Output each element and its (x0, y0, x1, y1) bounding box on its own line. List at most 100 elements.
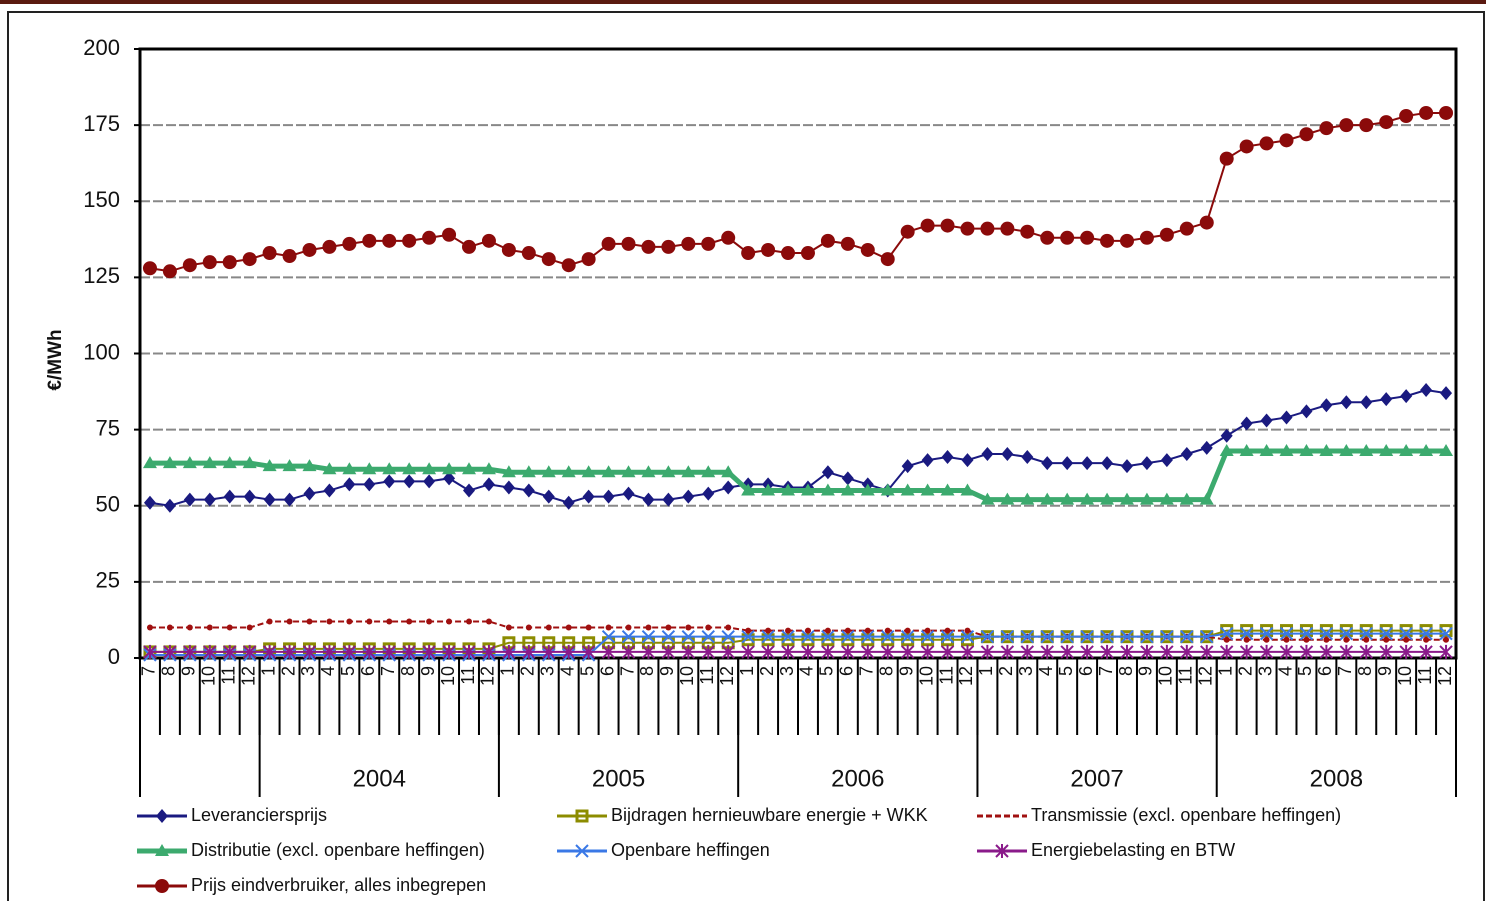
marker (781, 633, 795, 647)
x-tick-label: 3 (538, 666, 558, 676)
marker (1399, 443, 1414, 456)
marker (562, 495, 575, 510)
marker (1000, 492, 1015, 505)
marker (1040, 230, 1055, 245)
marker (446, 618, 453, 625)
marker (641, 629, 656, 644)
x-tick-label: 6 (1315, 666, 1335, 676)
marker (262, 246, 277, 261)
marker (541, 465, 556, 478)
year-label: 2008 (1310, 765, 1363, 792)
marker (901, 633, 915, 647)
marker (1419, 644, 1433, 659)
legend-label: Prijs eindverbruiker, alles inbegrepen (191, 875, 486, 895)
marker (242, 644, 257, 659)
marker (1140, 456, 1153, 471)
marker (505, 624, 512, 631)
marker (621, 236, 636, 251)
marker (422, 644, 436, 659)
x-tick-label: 5 (817, 666, 837, 676)
marker (242, 252, 257, 267)
marker (521, 465, 536, 478)
marker (203, 492, 216, 507)
x-tick-label: 10 (1395, 666, 1415, 686)
marker (1120, 629, 1134, 644)
marker (322, 462, 337, 475)
marker (725, 624, 732, 631)
x-tick-label: 11 (697, 666, 717, 685)
marker (622, 486, 635, 501)
marker (163, 644, 177, 659)
x-tick-label: 7 (857, 666, 877, 676)
marker (362, 462, 377, 475)
marker (1263, 636, 1270, 643)
marker (1220, 428, 1233, 443)
y-tick-label: 125 (83, 263, 120, 288)
x-tick-label: 12 (956, 666, 976, 686)
marker (1243, 636, 1250, 643)
marker (884, 627, 891, 634)
marker (960, 629, 975, 644)
marker (1060, 492, 1075, 505)
x-tick-label: 9 (418, 666, 438, 676)
marker (601, 236, 616, 251)
marker (801, 633, 815, 647)
marker (821, 633, 835, 647)
x-tick-label: 2 (996, 666, 1016, 676)
marker (346, 618, 353, 625)
marker (323, 483, 336, 498)
marker (156, 809, 168, 823)
marker (621, 629, 636, 644)
marker (1259, 136, 1274, 151)
marker (481, 462, 496, 475)
marker (821, 644, 835, 659)
marker (860, 242, 875, 257)
x-tick-label: 9 (657, 666, 677, 676)
marker (183, 492, 196, 507)
marker (166, 624, 173, 631)
marker (880, 483, 895, 496)
marker (582, 489, 595, 504)
frame (7, 11, 1485, 906)
marker (1319, 624, 1333, 638)
marker (681, 629, 696, 644)
x-tick-label: 3 (298, 666, 318, 676)
marker (163, 498, 176, 513)
marker (761, 629, 775, 644)
marker (1319, 644, 1334, 659)
marker (1279, 133, 1294, 148)
marker (741, 246, 756, 261)
marker (964, 627, 971, 634)
marker (1339, 118, 1354, 133)
x-tick-label: 11 (218, 666, 238, 685)
marker (1239, 139, 1254, 154)
marker (426, 618, 433, 625)
marker (542, 489, 555, 504)
marker (1359, 118, 1374, 133)
series (143, 626, 1453, 662)
x-tick-label: 12 (478, 666, 498, 686)
marker (501, 242, 516, 257)
marker (1419, 624, 1433, 638)
x-tick-label: 12 (1196, 666, 1216, 686)
marker (685, 624, 692, 631)
y-tick-label: 200 (83, 35, 120, 60)
marker (625, 624, 632, 631)
x-tick-label: 7 (378, 666, 398, 676)
marker (1380, 392, 1393, 407)
x-tick-label: 1 (498, 666, 518, 676)
x-tick-label: 12 (238, 666, 258, 686)
marker (382, 233, 397, 248)
x-tick-label: 7 (617, 666, 637, 676)
y-tick-label: 0 (108, 644, 120, 669)
marker (1139, 492, 1154, 505)
marker (382, 644, 396, 659)
marker (1020, 492, 1035, 505)
marker (403, 474, 416, 489)
marker (1219, 443, 1234, 456)
marker (880, 252, 895, 267)
marker (1000, 221, 1015, 236)
marker (1359, 626, 1373, 641)
marker (1040, 492, 1055, 505)
